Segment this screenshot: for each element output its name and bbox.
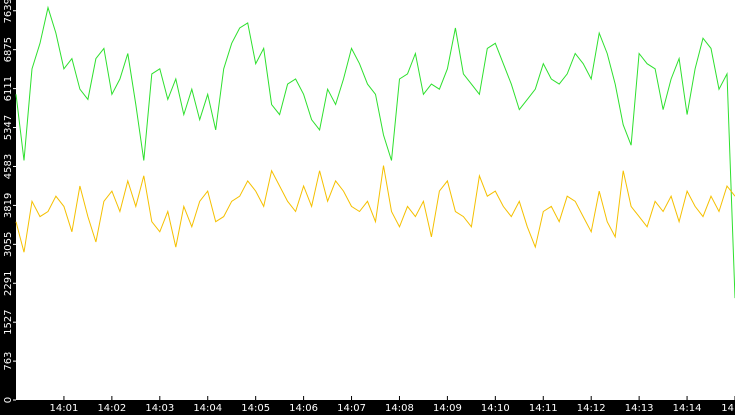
y-tick-label: 4583 <box>3 154 14 179</box>
x-tick-label: 14:04 <box>193 403 222 414</box>
x-tick-label: 14 <box>721 403 734 414</box>
y-tick-label: 7639 <box>3 0 14 23</box>
x-tick-label: 14:07 <box>337 403 366 414</box>
y-tick-label: 6111 <box>3 76 14 101</box>
x-tick-label: 14:05 <box>241 403 270 414</box>
x-axis-strip <box>0 400 735 415</box>
x-tick-label: 14:02 <box>97 403 126 414</box>
x-tick-label: 14:09 <box>433 403 462 414</box>
y-tick-label: 3055 <box>3 232 14 257</box>
line-series <box>15 5 735 299</box>
x-tick-label: 14:14 <box>673 403 702 414</box>
y-tick-label: 1527 <box>3 309 14 334</box>
x-tick-label: 14:12 <box>577 403 606 414</box>
y-tick-label: 3819 <box>3 193 14 218</box>
y-tick-label: 763 <box>3 352 14 371</box>
x-tick-label: 14:08 <box>385 403 414 414</box>
x-tick-label: 14:01 <box>50 403 79 414</box>
x-tick-label: 14:10 <box>481 403 510 414</box>
y-tick-label: 5347 <box>3 115 14 140</box>
x-tick-label: 14:03 <box>145 403 174 414</box>
y-tick-label: 2291 <box>3 271 14 296</box>
x-tick-label: 14:13 <box>625 403 654 414</box>
x-tick-label: 14:06 <box>289 403 318 414</box>
y-axis-strip <box>0 0 16 415</box>
line-series <box>15 165 735 253</box>
y-tick-label: 0 <box>3 397 14 403</box>
y-tick-label: 6875 <box>3 37 14 62</box>
x-tick-label: 14:11 <box>529 403 558 414</box>
